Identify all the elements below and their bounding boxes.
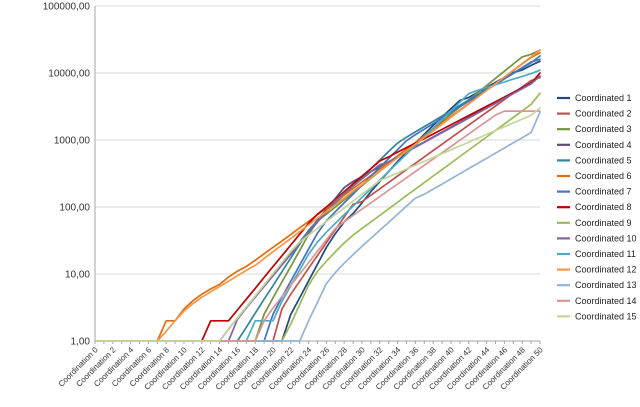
- legend-label: Coordinated 4: [575, 140, 632, 150]
- legend-item: Coordinated 11: [557, 249, 636, 259]
- legend-label: Coordinated 5: [575, 155, 632, 165]
- legend-label: Coordinated 11: [575, 249, 636, 259]
- y-tick-label: 100,00: [59, 203, 90, 214]
- y-tick-label: 1,00: [71, 337, 91, 348]
- legend: Coordinated 1 Coordinated 2 Coordinated 3 C…: [557, 93, 637, 321]
- legend-label: Coordinated 1: [575, 93, 632, 103]
- legend-item: Coordinated 7: [557, 187, 632, 197]
- legend-label: Coordinated 14: [575, 296, 637, 306]
- legend-item: Coordinated 1: [557, 93, 632, 103]
- legend-item: Coordinated 6: [557, 171, 632, 181]
- series-line-15: [94, 107, 541, 342]
- series-line-3: [94, 49, 541, 342]
- y-tick-label: 10000,00: [48, 69, 90, 80]
- legend-item: Coordinated 13: [557, 280, 637, 290]
- y-tick-label: 10,00: [65, 270, 90, 281]
- legend-label: Coordinated 9: [575, 218, 632, 228]
- legend-item: Coordinated 10: [557, 233, 637, 243]
- legend-item: Coordinated 3: [557, 124, 632, 134]
- legend-item: Coordinated 14: [557, 296, 637, 306]
- y-axis-tick-labels: 1,00 10,00 100,00 1000,00 10000,00 100000,00: [43, 2, 91, 348]
- series-line-14: [94, 110, 541, 342]
- series-lines: [94, 49, 541, 342]
- legend-item: Coordinated 4: [557, 140, 632, 150]
- legend-label: Coordinated 3: [575, 124, 632, 134]
- legend-label: Coordinated 7: [575, 187, 632, 197]
- legend-item: Coordinated 9: [557, 218, 632, 228]
- legend-label: Coordinated 12: [575, 265, 637, 275]
- legend-label: Coordinated 2: [575, 109, 632, 119]
- legend-label: Coordinated 6: [575, 171, 632, 181]
- legend-label: Coordinated 15: [575, 311, 637, 321]
- series-line-1: [94, 60, 541, 342]
- y-tick-label: 1000,00: [54, 136, 91, 147]
- legend-item: Coordinated 15: [557, 311, 637, 321]
- legend-label: Coordinated 13: [575, 280, 637, 290]
- legend-item: Coordinated 8: [557, 202, 632, 212]
- gridlines: [95, 5, 540, 342]
- axes: [94, 6, 541, 344]
- legend-item: Coordinated 12: [557, 265, 637, 275]
- legend-item: Coordinated 5: [557, 155, 632, 165]
- legend-item: Coordinated 2: [557, 109, 632, 119]
- series-line-12: [94, 49, 541, 342]
- legend-label: Coordinated 8: [575, 202, 632, 212]
- y-tick-label: 100000,00: [43, 2, 91, 13]
- legend-label: Coordinated 10: [575, 233, 637, 243]
